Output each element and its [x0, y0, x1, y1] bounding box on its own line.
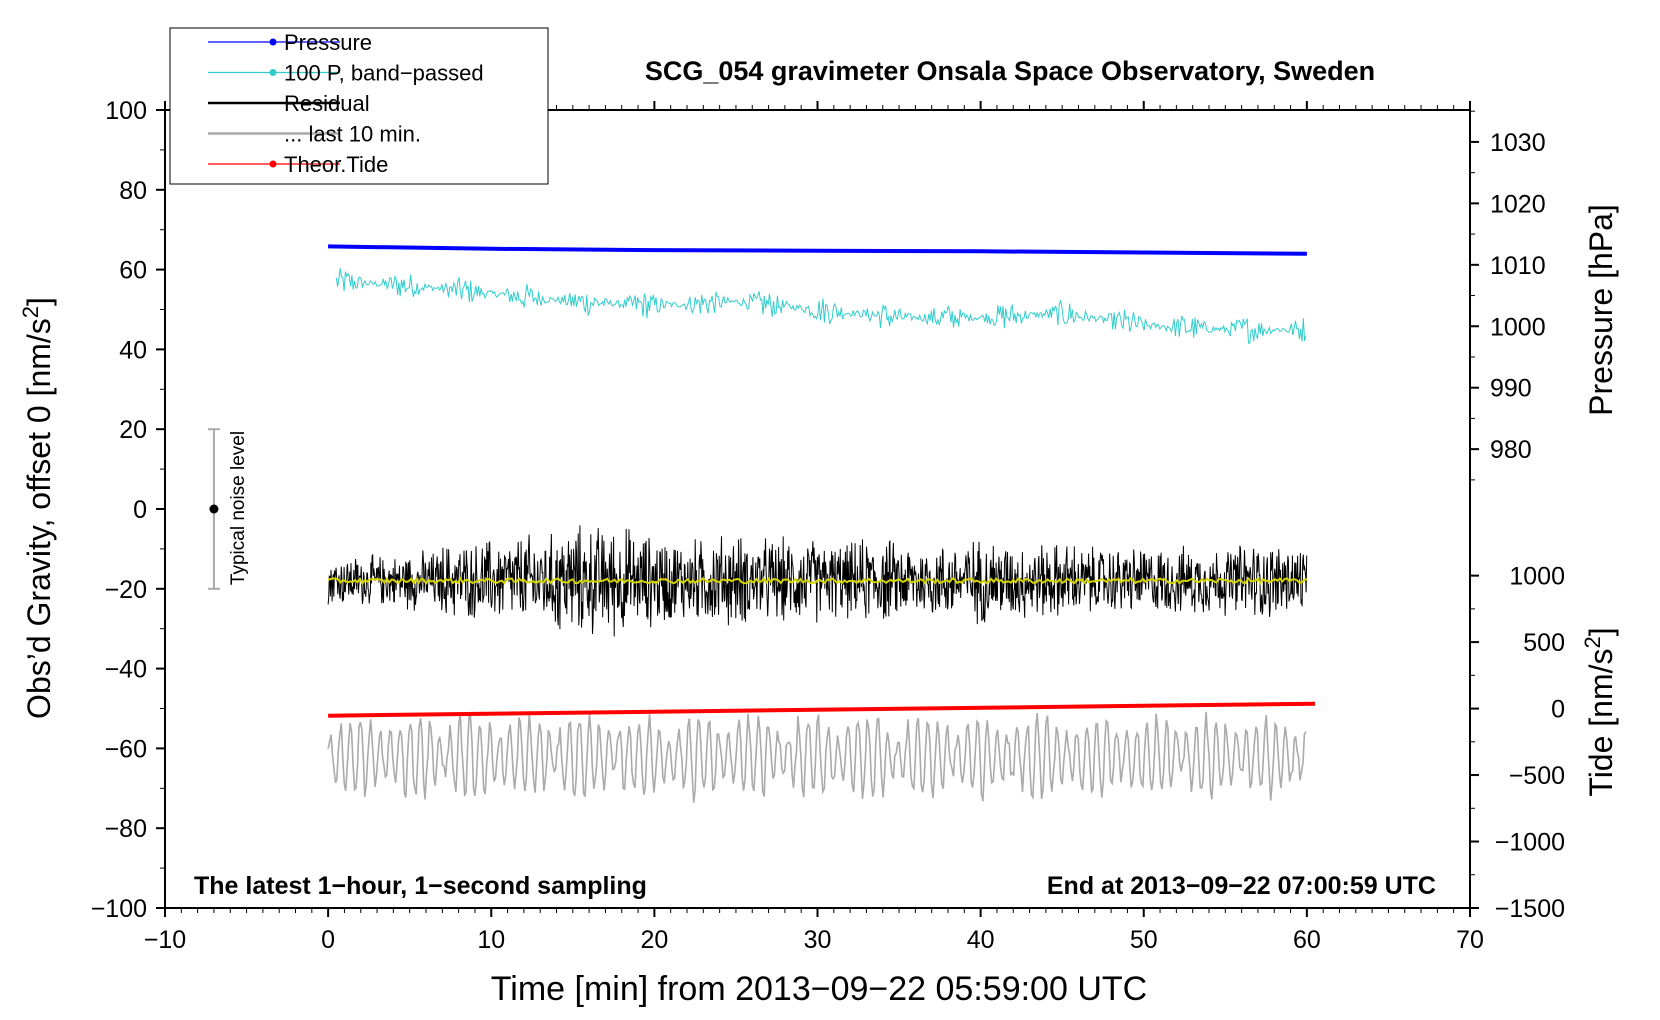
y-tick-label: −20: [105, 576, 147, 604]
pressure-tick-label: 1030: [1490, 129, 1546, 157]
tide-tick-label: −500: [1509, 762, 1565, 790]
tide-tick-label: 500: [1523, 629, 1565, 657]
legend-entry-label: ... last 10 min.: [284, 122, 421, 147]
x-axis-label: Time [min] from 2013−09−22 05:59:00 UTC: [491, 970, 1147, 1008]
tide-tick-label: −1500: [1495, 895, 1565, 923]
pressure-tick-label: 1010: [1490, 252, 1546, 280]
x-tick-label: 70: [1456, 926, 1484, 954]
annotation-bottom-right: End at 2013−09−22 07:00:59 UTC: [1047, 872, 1436, 900]
noise-level-label: Typical noise level: [228, 431, 249, 585]
series-tide-line: [328, 701, 1316, 718]
axes-layer: −10 0 10 20 30 40 50 60 70−100−80−60−40−20020406…: [91, 97, 1565, 954]
y-tick-label: 20: [119, 416, 147, 444]
x-tick-label: 30: [804, 926, 832, 954]
x-tick-label: 40: [967, 926, 995, 954]
series-pressure-line: [328, 244, 1307, 256]
legend-swatch-marker: [269, 160, 277, 168]
y-axis-label: Obs’d Gravity, offset 0 [nm/s2]: [18, 297, 57, 719]
pressure-tick-label: 1000: [1490, 313, 1546, 341]
legend-entry-label: Residual: [284, 91, 370, 116]
tide-tick-label: −1000: [1495, 829, 1565, 857]
legend-swatch-marker: [269, 69, 277, 76]
y-tick-label: −40: [105, 656, 147, 684]
tide-tick-label: 0: [1551, 696, 1565, 724]
y-tick-label: 100: [105, 97, 147, 125]
y-tick-label: 0: [133, 496, 147, 524]
x-tick-label: 20: [640, 926, 668, 954]
series-layer: [207, 244, 1316, 803]
x-tick-label: 50: [1130, 926, 1158, 954]
series-bandpassed-line: [335, 268, 1307, 344]
tide-axis-label: Tide [nm/s2]: [1580, 627, 1619, 796]
y-tick-label: −80: [105, 815, 147, 843]
y-tick-label: −100: [91, 895, 147, 923]
tide-tick-label: 1000: [1509, 563, 1565, 591]
x-tick-label: 10: [477, 926, 505, 954]
series-smoothed-residual-line: [327, 576, 1308, 586]
x-tick-label: 0: [321, 926, 335, 954]
legend: Pressure 100 P, band−passed Residual ... la…: [169, 27, 549, 185]
series-residual-line: [327, 525, 1308, 637]
pressure-tick-label: 1020: [1490, 190, 1546, 218]
annotation-bottom-left: The latest 1−hour, 1−second sampling: [194, 872, 647, 900]
y-tick-label: −60: [105, 735, 147, 763]
legend-entry-label: 100 P, band−passed: [284, 61, 484, 86]
legend-entry-label: Theor.Tide: [284, 152, 388, 177]
chart-title: SCG_054 gravimeter Onsala Space Observat…: [645, 56, 1375, 86]
y-tick-label: 60: [119, 257, 147, 285]
legend-box: [169, 27, 549, 185]
legend-entry-label: Pressure: [284, 30, 372, 55]
y-tick-label: 80: [119, 177, 147, 205]
series-last10min-line: [327, 711, 1307, 803]
noise-bar-center-point: [209, 504, 219, 514]
pressure-tick-label: 980: [1490, 436, 1532, 464]
legend-swatch-marker: [269, 38, 277, 46]
text-layer: SCG_054 gravimeter Onsala Space Observat…: [18, 56, 1619, 1008]
y-tick-label: 40: [119, 336, 147, 364]
x-tick-label: −10: [144, 926, 186, 954]
x-tick-label: 60: [1293, 926, 1321, 954]
pressure-tick-label: 990: [1490, 375, 1532, 403]
pressure-axis-label: Pressure [hPa]: [1583, 204, 1619, 416]
